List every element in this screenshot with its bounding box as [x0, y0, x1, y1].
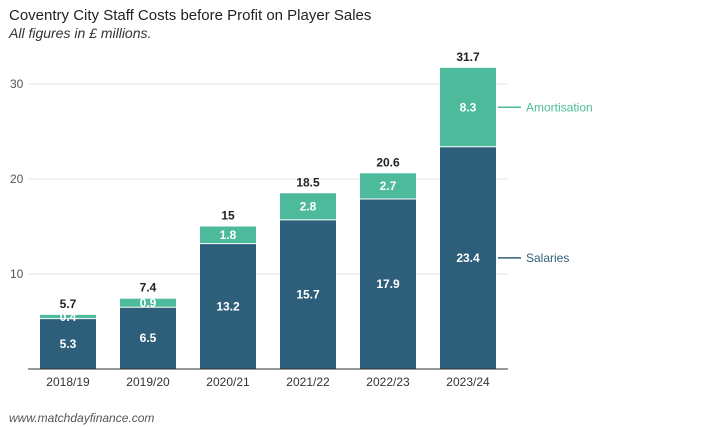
total-value-label: 5.7 [60, 297, 77, 311]
chart-subtitle: All figures in £ millions. [9, 25, 152, 41]
total-value-label: 15 [221, 209, 235, 223]
legend-label-salaries: Salaries [526, 251, 569, 265]
x-tick-label: 2021/22 [286, 375, 330, 389]
x-tick-label: 2019/20 [126, 375, 170, 389]
salaries-value-label: 13.2 [216, 299, 240, 313]
amortisation-value-label: 2.8 [300, 200, 317, 214]
total-value-label: 7.4 [140, 281, 157, 295]
bar-amortisation [440, 67, 496, 147]
x-tick-label: 2023/24 [446, 375, 490, 389]
salaries-value-label: 5.3 [60, 337, 77, 351]
total-value-label: 18.5 [296, 175, 320, 189]
total-value-label: 31.7 [456, 50, 480, 64]
amortisation-value-label: 8.3 [460, 100, 477, 114]
amortisation-value-label: 1.8 [220, 228, 237, 242]
x-tick-label: 2022/23 [366, 375, 410, 389]
salaries-value-label: 6.5 [140, 331, 157, 345]
data-labels: 5.3 0.45.7 6.5 0.97.4 13.2 1.8 15 15.7 2.8 18.5 17… [60, 50, 480, 351]
bar-amortisation [360, 173, 416, 199]
salaries-value-label: 15.7 [296, 287, 320, 301]
chart-title: Coventry City Staff Costs before Profit … [9, 7, 372, 24]
amortisation-value-label: 0.9 [140, 296, 157, 310]
y-tick-label: 20 [10, 172, 24, 186]
bar-amortisation [280, 193, 336, 220]
amortisation-value-label: 2.7 [380, 179, 397, 193]
bar-salaries [200, 243, 256, 369]
amortisation-value-label: 0.4 [60, 310, 77, 324]
x-tick-label: 2018/19 [46, 375, 90, 389]
bars [40, 67, 496, 369]
bar-amortisation [200, 226, 256, 244]
bar-salaries [40, 318, 96, 369]
bar-salaries [360, 198, 416, 369]
salaries-value-label: 17.9 [376, 277, 400, 291]
x-axis: 2018/19 2019/20 2020/21 2021/22 2022/23 2023/… [28, 368, 508, 389]
salaries-value-label: 23.4 [456, 251, 480, 265]
bar-salaries [280, 219, 336, 369]
y-tick-label: 30 [10, 77, 24, 91]
legend: Amortisation Salaries [498, 100, 593, 265]
legend-label-amortisation: Amortisation [526, 100, 593, 114]
bar-salaries [120, 307, 176, 369]
gridlines: 10 20 30 [10, 77, 508, 281]
y-tick-label: 10 [10, 267, 24, 281]
total-value-label: 20.6 [376, 155, 400, 169]
source-footer: www.matchdayfinance.com [9, 411, 155, 425]
bar-amortisation [120, 298, 176, 308]
bar-salaries [440, 146, 496, 369]
x-tick-label: 2020/21 [206, 375, 250, 389]
bar-amortisation [40, 314, 96, 319]
